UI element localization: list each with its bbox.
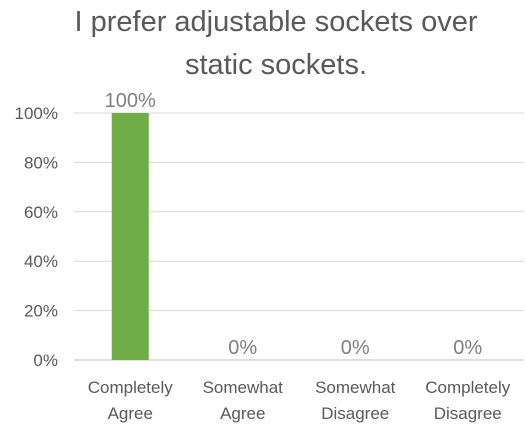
data-labels: 100% 0% 0% 0% [105, 90, 483, 359]
data-label: 0% [228, 337, 257, 359]
bar [111, 113, 149, 360]
y-tick-label: 40% [24, 252, 58, 271]
data-label: 0% [453, 337, 482, 359]
data-label: 0% [341, 337, 370, 359]
chart-title-line-1: I prefer adjustable sockets over [75, 6, 478, 38]
chart-title-line-2: static sockets. [185, 49, 367, 81]
x-tick-label: Agree [108, 404, 153, 423]
x-tick-label: Somewhat [315, 378, 396, 397]
x-tick-label: Disagree [434, 404, 502, 423]
x-tick-label: Completely [88, 378, 174, 397]
chart-title: I prefer adjustable sockets over static … [75, 6, 478, 81]
y-axis-tick-labels: 0% 20% 40% 60% 80% 100% [15, 104, 58, 370]
bars [111, 113, 149, 360]
x-axis-category-labels: Completely Agree Somewhat Agree Somewhat Disa… [88, 378, 511, 423]
y-tick-label: 80% [24, 153, 58, 172]
x-tick-label: Somewhat [203, 378, 284, 397]
x-tick-label: Agree [220, 404, 265, 423]
x-tick-label: Completely [425, 378, 511, 397]
y-tick-label: 20% [24, 302, 58, 321]
y-tick-label: 0% [33, 351, 58, 370]
y-tick-label: 60% [24, 203, 58, 222]
data-label: 100% [105, 90, 156, 112]
y-tick-label: 100% [15, 104, 58, 123]
gridlines [74, 112, 524, 361]
x-tick-label: Disagree [321, 404, 389, 423]
